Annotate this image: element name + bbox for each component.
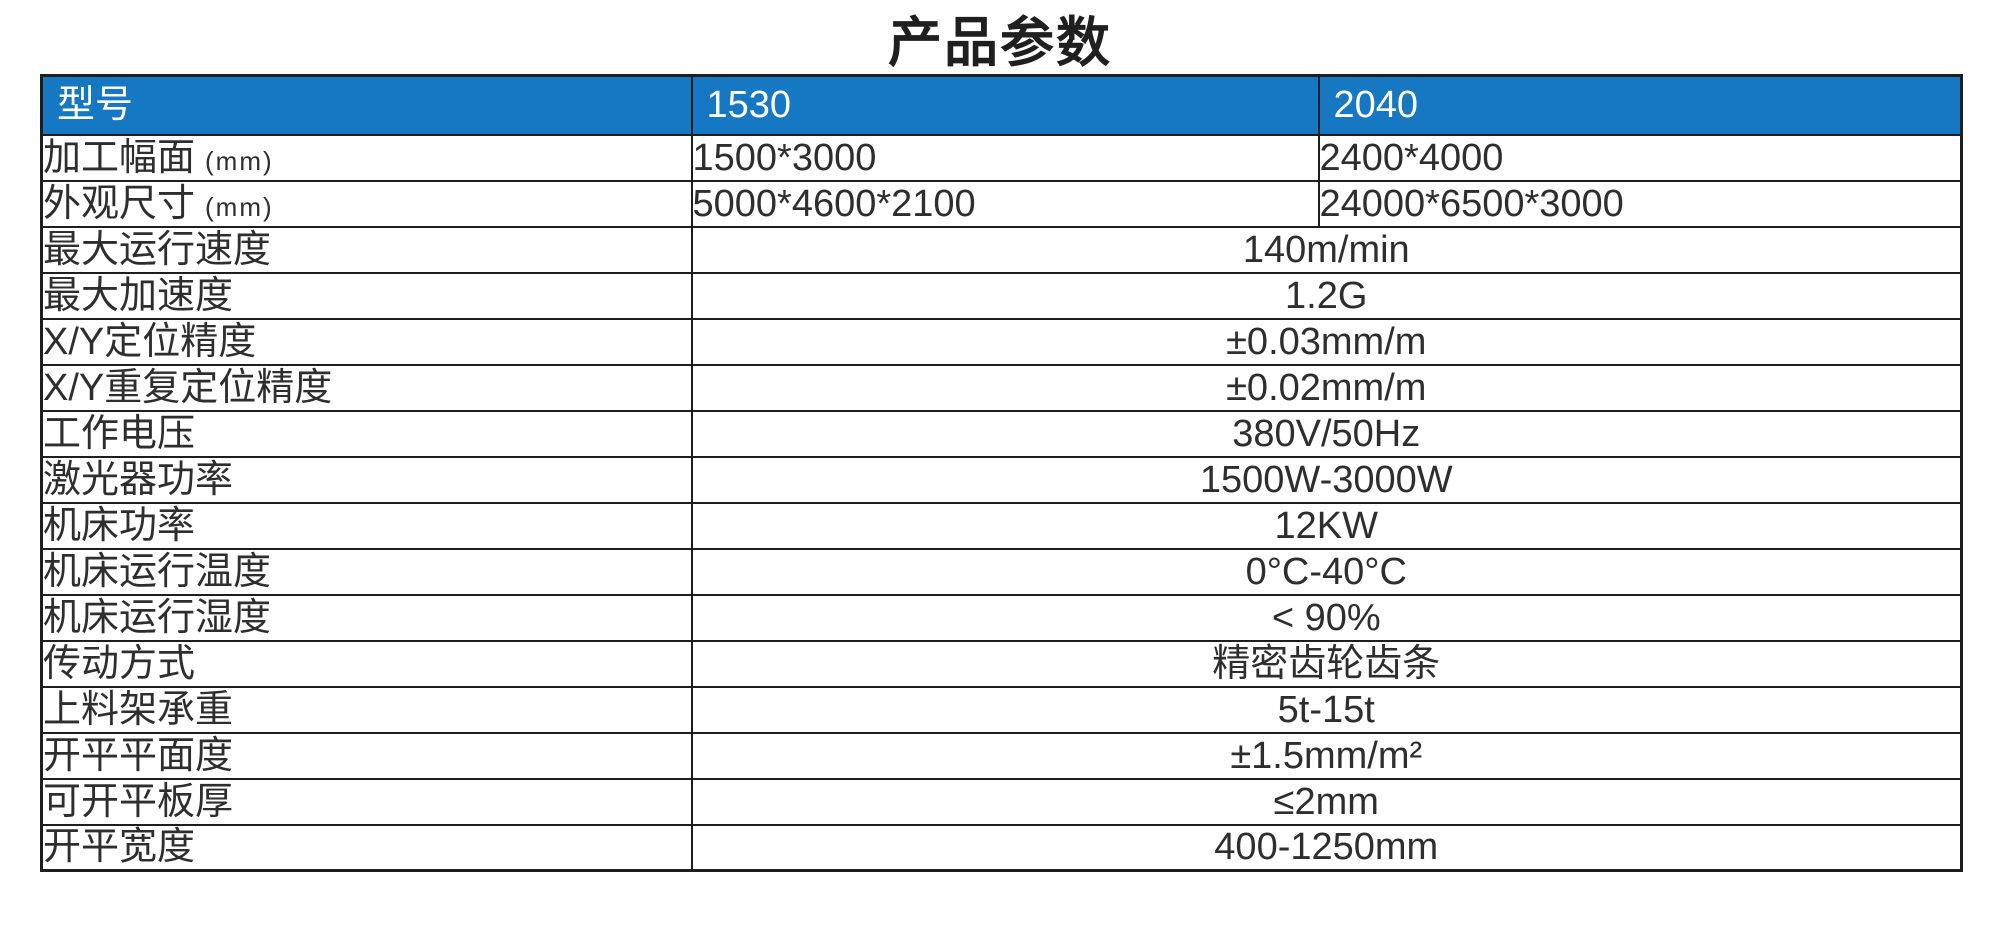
spec-label: 最大运行速度 [43, 228, 272, 271]
table-row: 最大加速度 1.2G [40, 271, 1963, 320]
table-row: 激光器功率 1500W-3000W [40, 455, 1963, 504]
table-row: 开平宽度 400-1250mm [40, 823, 1963, 872]
table-row: 上料架承重 5t-15t [40, 685, 1963, 734]
spec-value: 24000*6500*3000 [1317, 179, 1963, 228]
spec-value: 12KW [690, 501, 1963, 550]
spec-label-cell: 机床运行温度 [40, 547, 693, 596]
table-row: 传动方式 精密齿轮齿条 [40, 639, 1963, 688]
table-header: 型号 1530 2040 [40, 74, 1963, 136]
spec-value: 1500W-3000W [690, 455, 1963, 504]
spec-label: 开平宽度 [43, 826, 196, 869]
spec-label: 外观尺寸 [43, 182, 196, 225]
spec-label: 传动方式 [43, 642, 196, 685]
column-header-model: 型号 [40, 74, 693, 136]
table-row: 工作电压 380V/50Hz [40, 409, 1963, 458]
spec-label-cell: X/Y定位精度 [40, 317, 693, 366]
spec-value: 1.2G [690, 271, 1963, 320]
spec-label: 机床功率 [43, 504, 196, 547]
page-title: 产品参数 [888, 12, 1112, 73]
spec-label: 开平平面度 [43, 734, 234, 777]
spec-label-cell: 可开平板厚 [40, 777, 693, 826]
spec-value: 400-1250mm [690, 823, 1963, 872]
spec-label-cell: 加工幅面 (mm) [40, 133, 693, 182]
spec-label: 机床运行湿度 [43, 596, 272, 639]
spec-label-cell: 开平平面度 [40, 731, 693, 780]
spec-value: 精密齿轮齿条 [690, 639, 1963, 688]
spec-label: 加工幅面 [43, 136, 196, 179]
spec-label-unit: (mm) [205, 191, 274, 222]
spec-label-cell: 上料架承重 [40, 685, 693, 734]
table-row: 加工幅面 (mm) 1500*3000 2400*4000 [40, 133, 1963, 182]
table-row: 可开平板厚 ≤2mm [40, 777, 1963, 826]
spec-label-cell: 最大运行速度 [40, 225, 693, 274]
spec-value: 140m/min [690, 225, 1963, 274]
spec-label-cell: 最大加速度 [40, 271, 693, 320]
header-row: 型号 1530 2040 [40, 74, 1963, 136]
spec-value: 5t-15t [690, 685, 1963, 734]
spec-value: ≤2mm [690, 777, 1963, 826]
spec-label: 机床运行温度 [43, 550, 272, 593]
spec-label: 工作电压 [43, 412, 196, 455]
spec-label-cell: 激光器功率 [40, 455, 693, 504]
spec-value: < 90% [690, 593, 1963, 642]
spec-label-cell: X/Y重复定位精度 [40, 363, 693, 412]
spec-label: X/Y重复定位精度 [43, 366, 333, 409]
spec-value: 1500*3000 [690, 133, 1320, 182]
spec-value: 2400*4000 [1317, 133, 1963, 182]
table-row: 外观尺寸 (mm) 5000*4600*2100 24000*6500*3000 [40, 179, 1963, 228]
spec-value: 380V/50Hz [690, 409, 1963, 458]
spec-label: 可开平板厚 [43, 780, 234, 823]
column-header-model-1530: 1530 [690, 74, 1320, 136]
spec-value: ±0.03mm/m [690, 317, 1963, 366]
spec-value: 0°C-40°C [690, 547, 1963, 596]
spec-value: ±0.02mm/m [690, 363, 1963, 412]
table-row: X/Y定位精度 ±0.03mm/m [40, 317, 1963, 366]
spec-label: X/Y定位精度 [43, 320, 257, 363]
spec-label-unit: (mm) [205, 145, 274, 176]
table-row: 开平平面度 ±1.5mm/m² [40, 731, 1963, 780]
spec-label: 激光器功率 [43, 458, 234, 501]
table-row: 机床功率 12KW [40, 501, 1963, 550]
spec-label-cell: 传动方式 [40, 639, 693, 688]
spec-label: 最大加速度 [43, 274, 234, 317]
spec-label-cell: 机床功率 [40, 501, 693, 550]
table-body: 加工幅面 (mm) 1500*3000 2400*4000 外观尺寸 (mm) 5000*4… [40, 133, 1963, 872]
table-row: 机床运行温度 0°C-40°C [40, 547, 1963, 596]
table-row: 机床运行湿度 < 90% [40, 593, 1963, 642]
spec-label-cell: 开平宽度 [40, 823, 693, 872]
spec-label-cell: 工作电压 [40, 409, 693, 458]
table-row: X/Y重复定位精度 ±0.02mm/m [40, 363, 1963, 412]
spec-label: 上料架承重 [43, 688, 234, 731]
column-header-model-2040: 2040 [1317, 74, 1963, 136]
spec-value: ±1.5mm/m² [690, 731, 1963, 780]
spec-label-cell: 外观尺寸 (mm) [40, 179, 693, 228]
spec-label-cell: 机床运行湿度 [40, 593, 693, 642]
spec-value: 5000*4600*2100 [690, 179, 1320, 228]
table-row: 最大运行速度 140m/min [40, 225, 1963, 274]
product-parameters-table: 型号 1530 2040 加工幅面 (mm) 1500*3000 2400*4000 外… [40, 74, 1963, 872]
